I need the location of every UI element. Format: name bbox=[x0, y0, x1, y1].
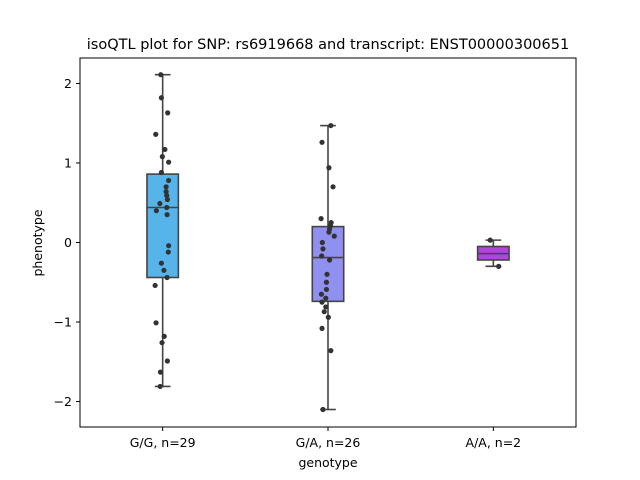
box-group bbox=[146, 73, 180, 388]
data-point bbox=[164, 274, 170, 281]
data-point bbox=[328, 348, 334, 354]
data-point bbox=[166, 159, 172, 165]
x-tick-label: G/A, n=26 bbox=[296, 435, 361, 450]
data-point bbox=[152, 282, 158, 289]
data-point bbox=[326, 257, 333, 263]
y-tick-label: −1 bbox=[54, 315, 72, 330]
data-point bbox=[161, 333, 167, 339]
data-point bbox=[487, 237, 493, 243]
data-point bbox=[319, 325, 325, 331]
y-axis: 2 1 0 −1 −2 bbox=[54, 76, 80, 409]
data-point bbox=[325, 314, 331, 320]
data-point bbox=[164, 192, 170, 199]
data-point bbox=[159, 154, 165, 160]
data-point bbox=[496, 263, 502, 269]
x-axis-label: genotype bbox=[298, 455, 357, 470]
data-point bbox=[158, 169, 165, 176]
data-point bbox=[319, 239, 325, 246]
data-point bbox=[162, 146, 168, 153]
box bbox=[146, 173, 180, 279]
y-axis-label: phenotype bbox=[30, 209, 45, 276]
data-point bbox=[319, 299, 325, 305]
data-point bbox=[159, 340, 165, 346]
data-point bbox=[320, 406, 326, 413]
data-point bbox=[166, 177, 172, 184]
data-point bbox=[158, 72, 164, 78]
box-group bbox=[476, 239, 510, 268]
plot-area bbox=[146, 72, 510, 413]
data-point bbox=[161, 267, 167, 273]
data-point bbox=[321, 309, 327, 315]
data-point bbox=[318, 291, 325, 297]
data-point bbox=[318, 216, 324, 222]
data-point bbox=[165, 110, 171, 116]
data-point bbox=[164, 204, 170, 211]
data-point bbox=[328, 122, 334, 129]
chart-title: isoQTL plot for SNP: rs6919668 and trans… bbox=[87, 37, 569, 53]
data-point bbox=[319, 139, 325, 145]
data-point bbox=[323, 304, 329, 310]
data-point bbox=[326, 229, 332, 235]
data-point bbox=[331, 233, 337, 239]
y-tick-label: 2 bbox=[64, 76, 72, 91]
box bbox=[311, 225, 345, 303]
data-point bbox=[324, 271, 330, 277]
data-point bbox=[330, 184, 336, 190]
data-point bbox=[157, 383, 163, 390]
data-point bbox=[153, 208, 159, 214]
data-point bbox=[158, 95, 165, 101]
data-point bbox=[166, 243, 172, 249]
data-point bbox=[163, 189, 169, 195]
data-point bbox=[323, 295, 329, 301]
data-point bbox=[157, 369, 164, 375]
data-point bbox=[153, 131, 159, 137]
data-point bbox=[165, 249, 171, 255]
data-point bbox=[326, 165, 332, 171]
data-point bbox=[320, 246, 326, 252]
data-point bbox=[158, 260, 165, 266]
y-tick-label: 0 bbox=[64, 235, 72, 250]
data-point bbox=[164, 212, 170, 218]
data-point bbox=[319, 253, 325, 259]
x-tick-label: G/G, n=29 bbox=[130, 435, 196, 450]
data-point bbox=[164, 196, 170, 203]
x-axis: G/G, n=29 G/A, n=26 A/A, n=2 bbox=[130, 427, 521, 450]
data-point bbox=[157, 200, 163, 207]
data-point bbox=[323, 279, 330, 285]
data-point bbox=[323, 286, 330, 293]
y-tick-label: 1 bbox=[64, 155, 72, 170]
x-tick-label: A/A, n=2 bbox=[466, 435, 522, 450]
y-tick-label: −2 bbox=[54, 394, 72, 409]
data-point bbox=[164, 358, 170, 364]
data-point bbox=[153, 320, 159, 326]
data-point bbox=[163, 184, 169, 190]
